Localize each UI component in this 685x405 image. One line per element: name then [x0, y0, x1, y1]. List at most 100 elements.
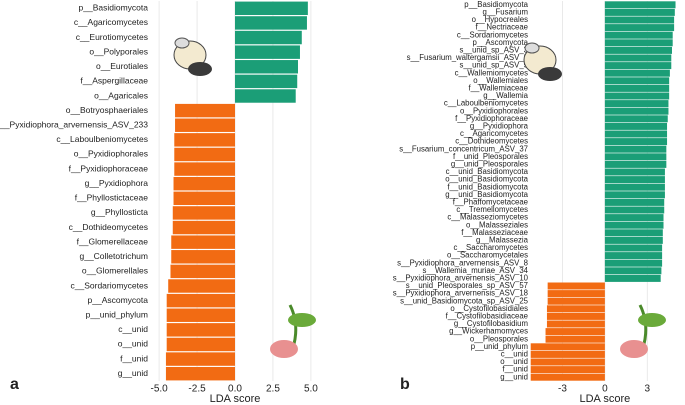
x-tick-label: -3: [558, 384, 567, 395]
bar: [604, 54, 672, 62]
y-tick-label: c__Sordariomycetes: [457, 30, 528, 39]
y-tick-label: f__Glomerellaceae: [77, 236, 149, 246]
bar: [166, 323, 235, 337]
bar: [604, 84, 670, 92]
y-tick-label: g__Malassezia: [476, 235, 529, 244]
x-tick-label: 2.5: [266, 384, 280, 395]
bar: [173, 191, 235, 206]
x-axis-label: LDA score: [580, 393, 631, 405]
y-tick-label: f__Phyllostictaceae: [75, 193, 149, 203]
bar: [604, 236, 663, 244]
chart-panel: -3 0 3 p__Basidiomycotag__Fusariumo__Hypocr…: [393, 0, 676, 405]
bar: [604, 107, 669, 115]
bar: [165, 352, 235, 366]
chart-panel: -5.0 -2.5 0.0 2.5 5.0 p__Basidiomycota c__Agar…: [0, 1, 318, 405]
bar: [604, 160, 667, 168]
y-tick-label: s__Pyxidiophora_arvernensis_ASV_18: [393, 289, 528, 298]
y-tick-label: g__Wallemia: [483, 91, 528, 100]
y-tick-label: c__Wallemiomycetes: [455, 68, 528, 77]
bar: [604, 267, 662, 275]
y-tick-label: f__unid_Basidiomycota: [447, 182, 528, 191]
y-tick-label: p__Basidiomycota: [464, 0, 528, 9]
bar: [172, 206, 235, 220]
y-tick-label: f__Nectriaceae: [476, 23, 528, 32]
y-tick-label: f__Pyxidiophoraceae: [455, 114, 528, 123]
bar: [546, 320, 605, 328]
y-tick-label: f__Phaffomycetaceae: [453, 197, 528, 206]
bar: [175, 118, 235, 132]
bee-icon: [173, 37, 212, 76]
bar: [604, 122, 668, 130]
y-tick-label: c__Malasseziomycetes: [447, 213, 528, 222]
bar: [530, 358, 605, 366]
y-tick-label: c__Sordariomycetes: [71, 280, 148, 290]
y-tick-label: o__unid: [118, 339, 149, 349]
y-tick-label: o__Agaricales: [94, 90, 148, 100]
bar: [172, 220, 235, 235]
bar: [604, 176, 665, 184]
y-tick-label: s__unid_sp_ASV_3: [460, 45, 529, 54]
y-tick-label: c__Dothideomycetes: [455, 137, 528, 146]
bar: [604, 274, 661, 282]
bar: [604, 62, 672, 70]
y-tick-label: f__Cystofilobasidiaceae: [446, 311, 528, 320]
y-tick-label: c__unid_Basidiomycota: [446, 167, 529, 176]
bar: [174, 162, 235, 176]
bar: [604, 221, 664, 229]
bar: [547, 290, 605, 298]
bar: [235, 30, 302, 45]
bar: [546, 305, 605, 313]
plant-icon: [620, 304, 666, 358]
y-tick-label: c__Agaricomycetes: [74, 17, 148, 27]
y-tick-label: g__Phyllosticta: [91, 207, 148, 217]
y-tick-label: p__unid_phylum: [86, 309, 148, 319]
bar: [604, 130, 668, 138]
bar: [235, 16, 307, 30]
bar: [604, 244, 663, 252]
bar: [173, 176, 235, 191]
bar: [604, 8, 675, 16]
bar: [166, 293, 235, 308]
bar: [604, 153, 667, 161]
bar: [604, 77, 670, 85]
y-tick-label: c__unid: [118, 324, 148, 334]
bar: [547, 282, 605, 290]
y-tick-label: c__Eurotiomycetes: [76, 32, 148, 42]
y-tick-label: f__unid: [502, 365, 528, 374]
bar: [546, 312, 605, 320]
bar: [604, 115, 668, 123]
y-tick-label: o__Pyxidiophorales: [460, 106, 528, 115]
bar: [604, 39, 673, 47]
bar: [604, 206, 665, 214]
bar: [604, 31, 673, 39]
y-tick-label: f__Aspergillaceae: [80, 76, 148, 86]
y-tick-label: g__Cystofilobasidium: [454, 319, 528, 328]
y-tick-label: s__Fusarium_waltergamsii_ASV_2: [407, 53, 528, 62]
y-tick-label: g__unid_Basidiomycota: [445, 190, 528, 199]
plant-icon: [270, 304, 316, 358]
bar: [604, 92, 670, 100]
y-tick-label: c__Agaricomycetes: [460, 129, 528, 138]
bar: [604, 24, 675, 32]
y-tick-label: o__unid_Basidiomycota: [445, 175, 528, 184]
bar: [235, 45, 300, 59]
bar: [604, 138, 668, 146]
y-tick-label: c__Laboulbeniomycetes: [56, 134, 148, 144]
y-tick-label: c__Saccharomycetes: [453, 243, 528, 252]
bar: [604, 46, 672, 54]
y-tick-label: s__unid_Basidiomycota_sp_ASV_25: [400, 296, 529, 305]
x-tick-label: -5.0: [150, 384, 168, 395]
bar: [604, 214, 664, 222]
y-tick-label: o__Glomerellales: [82, 266, 148, 276]
y-tick-label: g__unid: [500, 372, 528, 381]
bar: [166, 308, 235, 322]
y-tick-label: o__Eurotiales: [96, 61, 148, 71]
bar: [171, 235, 235, 249]
bar: [235, 89, 296, 103]
bar: [175, 103, 235, 118]
bar: [604, 259, 663, 267]
x-tick-label: 3: [644, 384, 650, 395]
bar: [168, 279, 235, 293]
y-tick-label: o__Cystofilobasidiales: [450, 304, 528, 313]
